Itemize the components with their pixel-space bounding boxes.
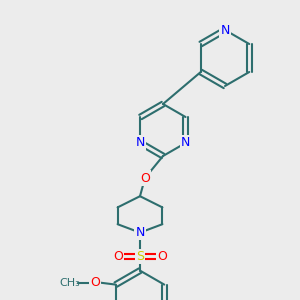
Text: N: N	[135, 226, 145, 239]
Text: O: O	[113, 250, 123, 263]
Text: N: N	[220, 23, 230, 37]
Text: O: O	[90, 276, 100, 289]
Text: S: S	[136, 250, 144, 263]
Text: N: N	[136, 136, 145, 149]
Text: N: N	[181, 136, 190, 149]
Text: O: O	[140, 172, 150, 184]
Text: O: O	[157, 250, 167, 263]
Text: CH₃: CH₃	[59, 278, 80, 288]
